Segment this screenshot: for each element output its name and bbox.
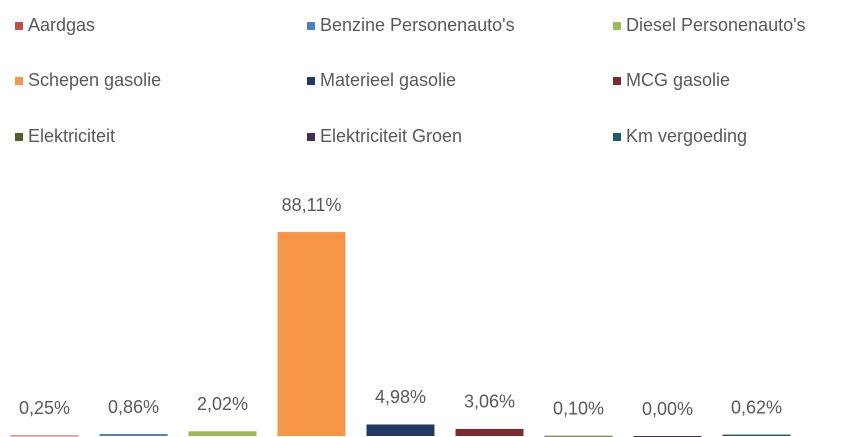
data-label: 2,02% — [197, 394, 248, 414]
legend-swatch — [15, 133, 23, 141]
legend-label: MCG gasolie — [626, 70, 730, 90]
bar — [455, 428, 524, 436]
legend-swatch — [613, 22, 621, 30]
bar — [366, 424, 435, 436]
bar — [722, 434, 791, 436]
legend-label: Materieel gasolie — [320, 70, 456, 90]
legend-swatch — [307, 77, 315, 85]
legend-label: Benzine Personenauto's — [320, 15, 515, 35]
legend-label: Elektriciteit — [28, 126, 115, 146]
bar — [277, 232, 346, 436]
legend-label: Schepen gasolie — [28, 70, 161, 90]
data-label: 0,62% — [731, 397, 782, 417]
data-label: 0,00% — [642, 399, 693, 419]
legend-swatch — [307, 22, 315, 30]
data-label: 0,25% — [19, 398, 70, 418]
bar — [10, 435, 79, 437]
legend-label: Diesel Personenauto's — [626, 15, 806, 35]
data-label: 0,10% — [553, 399, 604, 419]
data-label: 88,11% — [282, 195, 342, 215]
legend-label: Aardgas — [28, 15, 95, 35]
legend-label: Km vergoeding — [626, 126, 747, 146]
bar — [99, 434, 168, 436]
legend-label: Elektriciteit Groen — [320, 126, 462, 146]
data-label: 4,98% — [375, 387, 426, 407]
bar — [188, 431, 257, 436]
legend-swatch — [15, 22, 23, 30]
legend-swatch — [15, 77, 23, 85]
legend-swatch — [307, 133, 315, 141]
data-label: 0,86% — [108, 397, 159, 417]
legend-swatch — [613, 133, 621, 141]
legend-swatch — [613, 77, 621, 85]
data-label: 3,06% — [464, 392, 515, 412]
bar — [544, 435, 613, 437]
